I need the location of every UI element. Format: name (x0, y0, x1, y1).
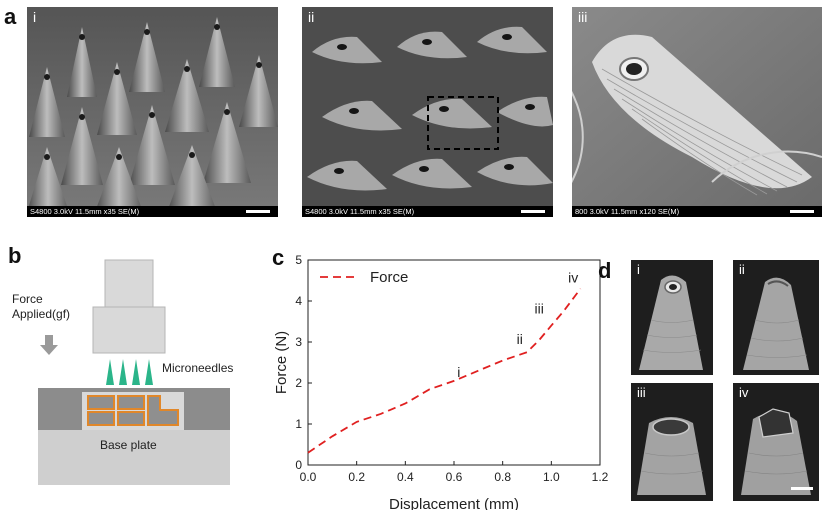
microneedle-array-image (27, 7, 278, 217)
x-tick-label: 0.6 (446, 470, 463, 484)
x-tick-label: 0.0 (300, 470, 317, 484)
scale-bar (246, 210, 270, 213)
stage-annotation: iv (568, 270, 578, 286)
sem-roman-label: ii (308, 9, 315, 25)
y-tick-label: 4 (295, 294, 302, 308)
panel-letter-a: a (4, 4, 17, 29)
sem-image-d-iii: iii (631, 383, 713, 501)
sem-caption: S4800 3.0kV 11.5mm x35 SE(M) (30, 207, 140, 216)
legend-label: Force (370, 269, 408, 286)
sem-image-d-i: i (631, 260, 713, 375)
sem-roman-label: ii (739, 262, 745, 277)
load-cell-upper (104, 259, 154, 308)
slightly-deformed-needle-image (743, 277, 809, 370)
series-line-force (307, 288, 582, 454)
y-tick-label: 3 (295, 335, 302, 349)
sem-roman-label: i (33, 9, 37, 25)
scale-bar (790, 210, 814, 213)
single-microneedle-closeup-image (572, 7, 822, 217)
plot-frame (307, 259, 601, 466)
stage-annotation: ii (517, 331, 523, 347)
sem-caption: 800 3.0kV 11.5mm x120 SE(M) (575, 207, 680, 216)
x-tick-label: 1.0 (543, 470, 560, 484)
panel-letter-d: d (598, 258, 612, 283)
y-axis-label: Force (N) (273, 331, 290, 394)
x-tick-label: 0.2 (348, 470, 365, 484)
y-tick-label: 0 (295, 458, 302, 472)
sem-image-d-iv: iv (733, 383, 819, 501)
force-displacement-chart: 0.0 0.2 0.4 0.6 0.8 1.0 1.2 0 1 2 3 4 5 Displacement … (273, 253, 609, 510)
sem-image-a-ii: ii S4800 3.0kV 11.5mm x35 SE(M) (302, 7, 553, 217)
zoom-region-box (427, 96, 499, 150)
force-arrow-icon (40, 335, 58, 355)
sem-roman-label: iii (578, 9, 588, 25)
x-tick-label: 0.4 (397, 470, 414, 484)
sample-cells (87, 395, 179, 426)
sem-roman-label: iv (739, 385, 749, 400)
sem-image-a-i: i S4800 3.0kV 11.5mm x35 SE(M) (27, 7, 278, 217)
y-tick-label: 2 (295, 376, 302, 390)
sem-caption: S4800 3.0kV 11.5mm x35 SE(M) (305, 207, 415, 216)
sem-info-bar: S4800 3.0kV 11.5mm x35 SE(M) (27, 206, 278, 217)
stage-annotation: iii (534, 300, 543, 316)
y-tick-label: 1 (295, 417, 302, 431)
microneedles-label: Microneedles (162, 361, 234, 375)
load-cell-holder (92, 306, 166, 354)
sem-info-bar: S4800 3.0kV 11.5mm x35 SE(M) (302, 206, 553, 217)
scale-bar (791, 487, 813, 490)
test-setup-diagram (38, 259, 230, 485)
intact-needle-image (639, 275, 703, 370)
fractured-needle-image (637, 417, 706, 495)
sem-image-d-ii: ii (733, 260, 819, 375)
tilted-microneedle-array-image (302, 7, 553, 217)
panel-letter-c: c (272, 245, 285, 270)
y-tick-label: 5 (295, 253, 302, 267)
crushed-needle-image (741, 408, 813, 495)
force-label-line2: Applied(gf) (12, 307, 71, 321)
sem-roman-label: i (637, 262, 640, 277)
x-axis-label: Displacement (mm) (389, 496, 519, 510)
sem-info-bar: 800 3.0kV 11.5mm x120 SE(M) (572, 206, 822, 217)
stage-annotation: i (457, 364, 460, 380)
microneedle-shapes (106, 359, 153, 385)
sem-image-a-iii: iii 800 3.0kV 11.5mm x120 SE(M) (572, 7, 822, 217)
force-label-line1: Force (12, 292, 43, 306)
base-plate (38, 430, 230, 485)
scale-bar (521, 210, 545, 213)
x-tick-label: 0.8 (494, 470, 511, 484)
x-tick-label: 1.2 (592, 470, 609, 484)
base-plate-label: Base plate (100, 438, 157, 452)
panel-letter-b: b (8, 243, 22, 268)
sem-roman-label: iii (637, 385, 646, 400)
